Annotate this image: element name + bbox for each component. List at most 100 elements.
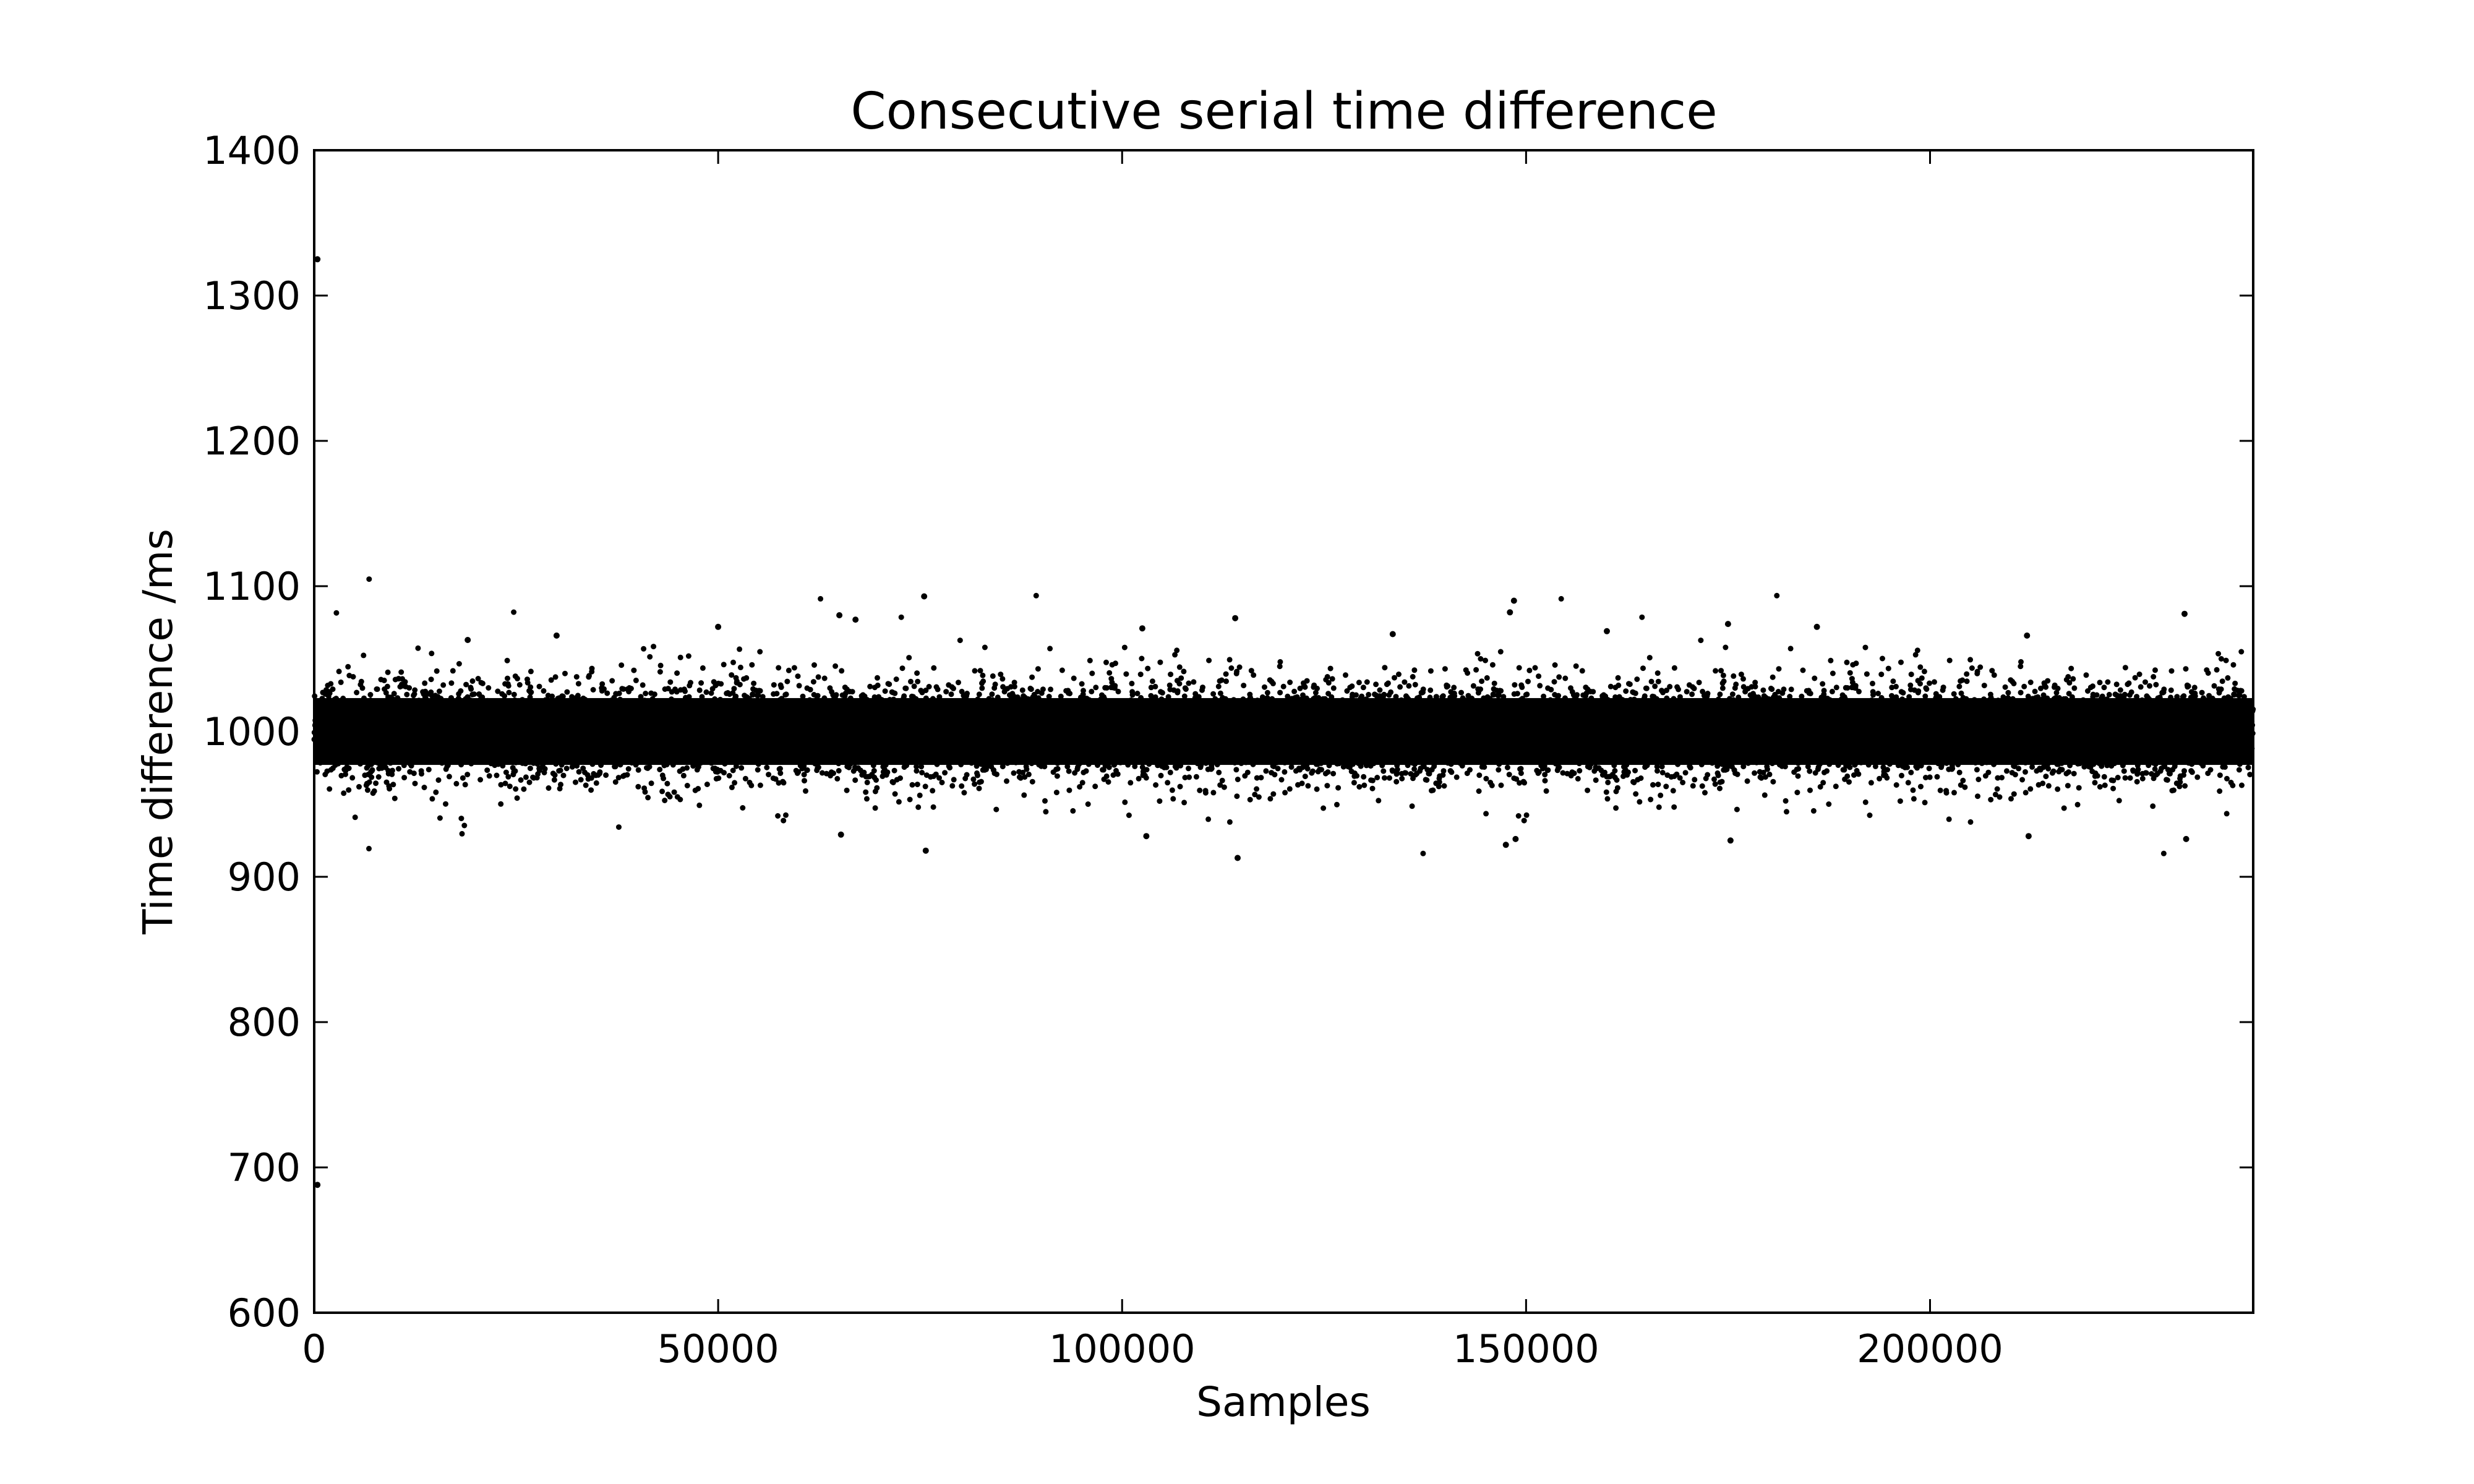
data-point — [1217, 690, 1223, 696]
data-point — [994, 771, 999, 777]
data-point — [1024, 766, 1030, 772]
data-point — [402, 679, 408, 685]
data-point — [1360, 684, 1366, 691]
data-point — [546, 785, 552, 791]
data-point — [453, 780, 460, 787]
data-point — [818, 595, 824, 602]
data-point — [495, 688, 501, 694]
data-point — [915, 678, 921, 684]
data-point — [573, 674, 580, 680]
data-point — [852, 777, 858, 783]
data-point — [1159, 689, 1165, 696]
data-point — [1035, 666, 1041, 672]
data-point — [604, 690, 610, 696]
data-point — [1319, 767, 1324, 773]
data-point — [1040, 686, 1046, 693]
data-point — [359, 685, 366, 691]
data-point — [514, 795, 520, 801]
data-point — [528, 668, 534, 675]
data-point — [1210, 790, 1217, 796]
data-point — [864, 779, 870, 785]
data-point — [749, 662, 755, 668]
data-point — [1248, 668, 1254, 674]
data-point — [785, 667, 792, 673]
data-point — [609, 678, 615, 684]
data-point — [552, 674, 559, 680]
data-point — [1132, 763, 1138, 769]
data-point — [1340, 764, 1346, 770]
data-point — [730, 659, 736, 665]
data-point — [328, 681, 334, 687]
data-point — [1165, 780, 1171, 786]
data-point — [435, 777, 442, 783]
data-point — [464, 772, 471, 778]
data-point — [1387, 775, 1392, 781]
data-point — [664, 780, 670, 787]
data-point — [552, 772, 558, 778]
data-point — [796, 683, 802, 689]
data-point — [993, 806, 999, 812]
data-point — [810, 679, 816, 685]
data-point — [833, 692, 839, 698]
data-point — [631, 667, 637, 673]
data-point — [1115, 771, 1121, 777]
data-point — [390, 782, 396, 788]
data-point — [1087, 657, 1093, 663]
data-point — [892, 791, 898, 797]
data-point — [1011, 683, 1017, 689]
data-point — [635, 767, 641, 773]
data-point — [371, 788, 377, 794]
data-point — [1366, 691, 1372, 697]
data-point — [1129, 692, 1136, 698]
data-point — [1270, 680, 1276, 686]
data-point — [1247, 796, 1253, 803]
data-point — [1115, 688, 1121, 694]
data-point — [849, 689, 855, 695]
data-point — [1054, 773, 1060, 779]
data-point — [1330, 770, 1337, 777]
data-point — [803, 788, 808, 794]
data-point — [1361, 782, 1368, 788]
data-point — [374, 686, 380, 693]
data-point — [412, 687, 418, 693]
scatter-points — [311, 256, 2256, 1188]
data-point — [1103, 773, 1110, 779]
data-point — [800, 693, 806, 699]
data-point — [640, 682, 646, 688]
data-point — [726, 773, 732, 778]
data-point — [1215, 683, 1222, 689]
data-point — [419, 770, 424, 777]
data-point — [781, 780, 787, 786]
data-point — [914, 768, 920, 774]
data-point — [930, 788, 936, 794]
data-point — [1020, 769, 1026, 775]
data-point — [1129, 680, 1135, 686]
data-point — [892, 690, 898, 696]
data-point — [784, 678, 790, 684]
data-point — [911, 683, 917, 689]
data-point — [766, 772, 772, 778]
data-point — [502, 780, 508, 787]
data-point — [716, 775, 722, 781]
data-point — [831, 770, 836, 776]
data-point — [864, 796, 870, 802]
data-point — [682, 688, 688, 694]
data-point — [907, 796, 913, 803]
data-point — [914, 764, 920, 770]
data-point — [729, 672, 735, 678]
data-point — [412, 780, 418, 787]
data-point — [731, 686, 737, 692]
data-point — [977, 668, 983, 674]
data-point — [1176, 664, 1183, 670]
data-point — [980, 678, 987, 684]
data-point — [914, 670, 920, 676]
data-point — [1093, 684, 1099, 691]
data-point — [542, 765, 548, 772]
data-point — [738, 765, 745, 771]
data-point — [750, 692, 756, 698]
data-point — [513, 786, 519, 792]
data-point — [951, 777, 957, 783]
data-point — [1285, 693, 1291, 699]
data-point — [1167, 769, 1173, 775]
